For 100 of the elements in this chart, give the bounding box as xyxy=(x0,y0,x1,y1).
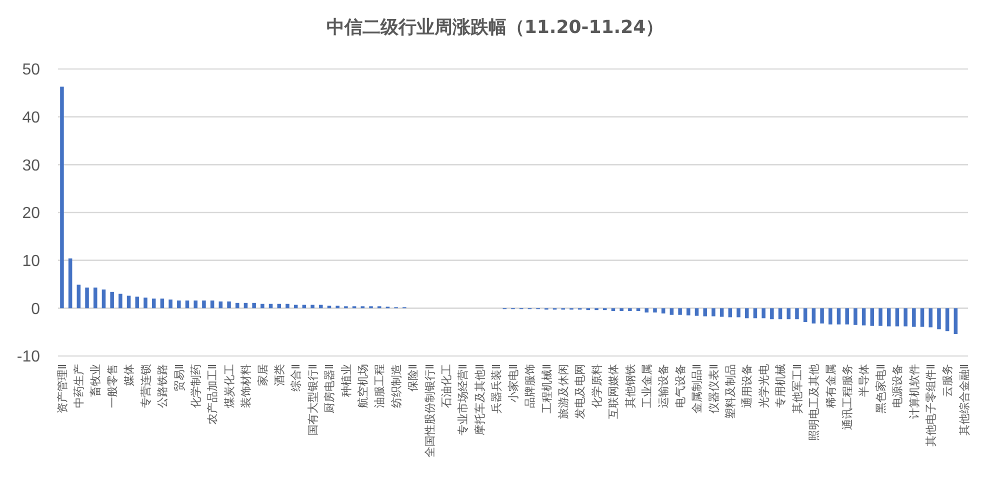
x-tick-label: 光学光电 xyxy=(757,364,770,408)
bar xyxy=(202,300,206,308)
x-tick-label: 黑色家电Ⅱ xyxy=(874,364,888,414)
x-tick-label: 化学原料 xyxy=(590,364,604,408)
x-tick-label: 资产管理Ⅱ xyxy=(56,364,69,414)
x-tick-label: 其他军工Ⅱ xyxy=(790,364,804,414)
bar xyxy=(653,308,657,312)
bar xyxy=(895,308,900,326)
x-tick-label: 媒体 xyxy=(122,364,136,386)
bar xyxy=(210,300,214,308)
bar xyxy=(912,308,916,327)
x-tick-label: 国有大型银行Ⅱ xyxy=(306,364,320,436)
bar xyxy=(126,296,131,308)
bar xyxy=(770,308,774,320)
x-tick-label: 金属制品Ⅱ xyxy=(690,364,704,414)
bar xyxy=(744,308,749,318)
bar xyxy=(762,308,766,318)
x-tick-label: 一般零售 xyxy=(106,364,119,408)
bar xyxy=(76,284,81,308)
bar xyxy=(920,308,924,327)
x-tick-label: 农产品加工Ⅱ xyxy=(206,364,220,424)
y-tick-label: 20 xyxy=(22,205,40,222)
x-tick-label: 中药生产 xyxy=(72,364,86,408)
y-tick-label: 10 xyxy=(22,252,40,270)
x-tick-label: 厨房电器Ⅱ xyxy=(323,364,336,414)
y-tick-label: -10 xyxy=(16,348,40,366)
bar xyxy=(945,308,950,332)
bar xyxy=(218,301,223,308)
x-tick-label: 纺织制造 xyxy=(390,364,403,408)
x-tick-label: 其他综合金融Ⅱ xyxy=(958,364,971,436)
x-tick-label: 摩托车及其他Ⅱ xyxy=(473,364,486,436)
bar xyxy=(110,292,114,308)
x-tick-label: 专业市场经营Ⅱ xyxy=(456,364,470,436)
x-tick-label: 互联网媒体 xyxy=(607,364,620,419)
x-tick-label: 综合Ⅱ xyxy=(290,364,303,392)
bar xyxy=(712,308,716,316)
bar xyxy=(661,308,666,314)
bar xyxy=(845,308,849,324)
x-tick-label: 工程机械Ⅱ xyxy=(540,364,554,414)
x-tick-label: 工业金属 xyxy=(640,364,654,408)
x-tick-label: 品牌服饰 xyxy=(524,364,537,408)
bar xyxy=(862,308,866,326)
bar xyxy=(286,304,290,308)
bar xyxy=(644,308,649,312)
bar xyxy=(135,296,140,308)
x-tick-label: 其他电子零组件Ⅱ xyxy=(924,364,938,446)
bar xyxy=(102,290,106,308)
y-tick-label: 40 xyxy=(22,109,40,126)
x-tick-label: 公路铁路 xyxy=(156,364,170,408)
bar xyxy=(928,308,932,328)
x-tick-label: 专用机械 xyxy=(774,364,788,408)
bar xyxy=(252,302,256,308)
bar xyxy=(886,308,891,326)
bar xyxy=(144,298,148,308)
bar xyxy=(720,308,724,317)
bar xyxy=(60,86,64,308)
x-tick-label: 电源设备 xyxy=(891,364,904,408)
bar xyxy=(828,308,832,324)
bar xyxy=(778,308,782,320)
bar xyxy=(812,308,816,324)
x-tick-label: 油服工程 xyxy=(373,364,386,408)
x-tick-label: 家居 xyxy=(256,364,270,386)
bar xyxy=(319,304,323,308)
bar xyxy=(85,288,89,308)
x-tick-label: 兵器兵装Ⅱ xyxy=(490,364,504,414)
bar xyxy=(836,308,841,324)
x-tick-label: 塑料及制品 xyxy=(724,364,738,419)
x-tick-label: 计算机软件 xyxy=(908,364,921,419)
x-tick-label: 其他钢铁 xyxy=(624,364,637,408)
x-tick-label: 发电及电网 xyxy=(574,364,587,419)
x-tick-label: 酒类 xyxy=(272,364,286,386)
bar xyxy=(227,301,231,308)
bar xyxy=(686,308,690,316)
bar xyxy=(870,308,874,326)
x-tick-label: 稀有金属 xyxy=(824,364,838,408)
bar xyxy=(260,304,264,308)
bar xyxy=(854,308,858,325)
bar xyxy=(703,308,707,316)
x-tick-label: 照明电工及其他 xyxy=(808,364,821,441)
chart-title: 中信二级行业周涨跌幅（11.20-11.24） xyxy=(326,17,664,38)
bar xyxy=(611,308,616,312)
bar xyxy=(795,308,799,320)
bar xyxy=(177,300,181,308)
bar xyxy=(786,308,791,320)
bar xyxy=(636,308,640,312)
x-tick-label: 航空机场 xyxy=(356,364,370,408)
y-tick-label: 0 xyxy=(31,300,40,318)
bar xyxy=(68,258,72,308)
x-tick-label: 通讯工程服务 xyxy=(840,364,854,430)
bar xyxy=(904,308,908,326)
x-tick-label: 专营连锁 xyxy=(139,364,152,408)
x-tick-label: 保险Ⅱ xyxy=(406,364,420,392)
bar xyxy=(878,308,882,326)
bar xyxy=(954,308,958,334)
bar xyxy=(678,308,682,315)
x-tick-label: 装饰材料 xyxy=(240,364,253,408)
x-tick-label: 半导体 xyxy=(858,364,871,397)
y-tick-label: 30 xyxy=(22,157,40,174)
bar xyxy=(820,308,824,324)
bar xyxy=(628,308,632,312)
